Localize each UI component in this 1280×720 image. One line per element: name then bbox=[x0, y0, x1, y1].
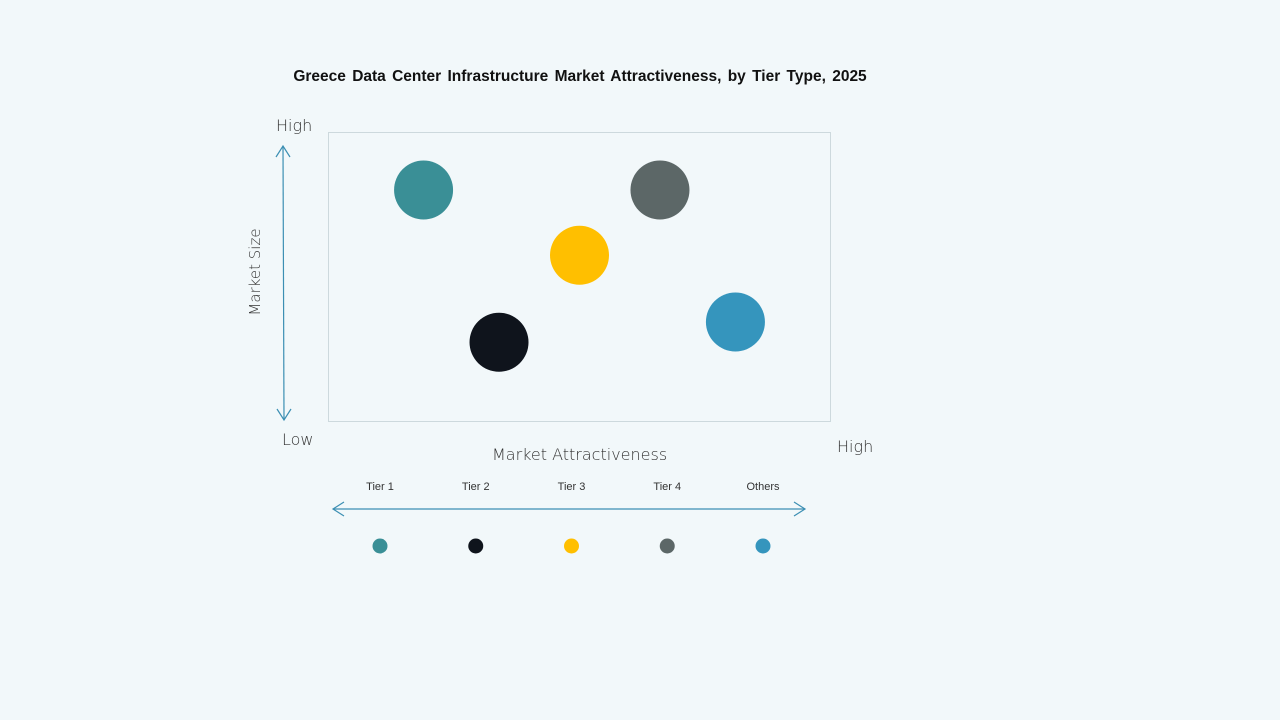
x-axis-high-label: High bbox=[837, 437, 874, 456]
chart-title: Greece Data Center Infrastructure Market… bbox=[293, 68, 867, 85]
bubble-others bbox=[705, 292, 765, 352]
legend-swatch-tier-2 bbox=[468, 538, 484, 554]
y-axis-low-label: Low bbox=[282, 430, 314, 449]
bubble-tier-1 bbox=[394, 160, 454, 220]
legend-swatch-tier-4 bbox=[659, 538, 675, 554]
scatter-plot bbox=[394, 160, 765, 372]
legend-label-tier-3: Tier 3 bbox=[558, 481, 586, 493]
legend-label-tier-2: Tier 2 bbox=[462, 481, 490, 493]
x-axis-title: Market Attractiveness bbox=[492, 445, 668, 464]
legend-label-tier-1: Tier 1 bbox=[366, 481, 394, 493]
legend-swatch-others bbox=[755, 538, 771, 554]
legend-label-others: Others bbox=[746, 481, 780, 493]
bubble-tier-2 bbox=[469, 312, 529, 372]
legend-label-tier-4: Tier 4 bbox=[653, 481, 681, 493]
y-axis-high-label: High bbox=[276, 116, 313, 135]
bubble-tier-3 bbox=[550, 225, 609, 285]
bubble-tier-4 bbox=[630, 160, 690, 220]
plot-area bbox=[328, 132, 831, 422]
legend-arrow bbox=[331, 501, 807, 517]
legend-swatch-tier-3 bbox=[564, 538, 579, 554]
legend-swatch-tier-1 bbox=[372, 538, 388, 554]
y-axis-arrow bbox=[275, 144, 292, 422]
